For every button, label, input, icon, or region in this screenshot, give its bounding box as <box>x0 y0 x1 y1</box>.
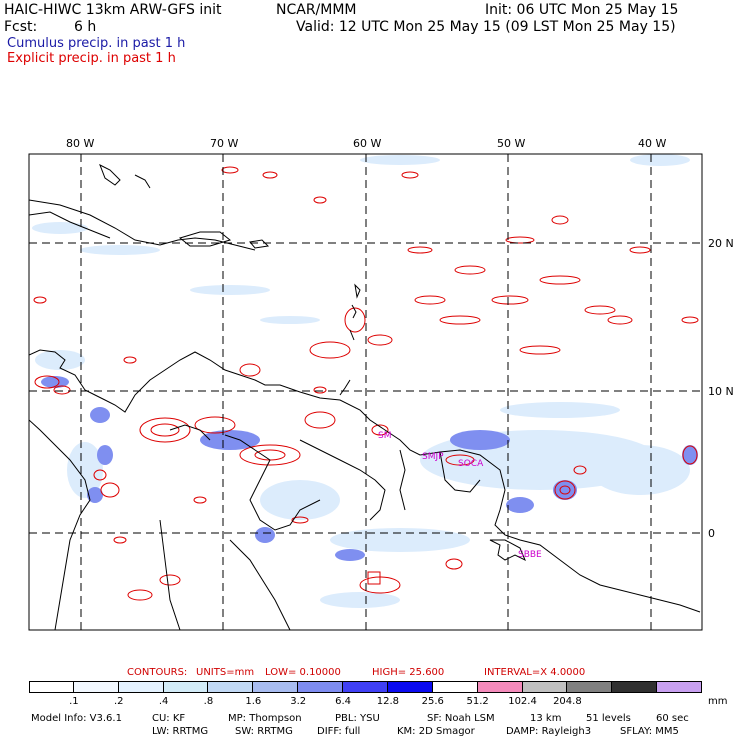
colorbar-swatch <box>522 681 568 693</box>
contour-low: LOW= 0.10000 <box>265 667 341 678</box>
colorbar-tick-label: .4 <box>158 696 169 707</box>
lon-label-40w: 40 W <box>638 137 667 150</box>
model-res: 13 km <box>530 713 562 724</box>
lon-label-50w: 50 W <box>497 137 526 150</box>
model-pbl: PBL: YSU <box>335 713 380 724</box>
colorbar-swatch <box>612 681 658 693</box>
station-labels: SMJP SOCA SBBE SM <box>378 431 542 560</box>
cumulus-precip-legend: Cumulus precip. in past 1 h <box>7 36 186 51</box>
org-label: NCAR/MMM <box>276 2 357 18</box>
station-sbbe: SBBE <box>518 550 542 560</box>
colorbar-swatch <box>477 681 523 693</box>
cumulus-precip-shading <box>32 154 690 608</box>
lon-label-70w: 70 W <box>210 137 239 150</box>
colorbar-swatch <box>387 681 433 693</box>
colorbar-swatch <box>163 681 209 693</box>
model-damp: DAMP: Rayleigh3 <box>506 726 592 737</box>
model-version: Model Info: V3.6.1 <box>31 713 122 724</box>
lat-label-20n: 20 N <box>708 237 734 250</box>
station-soca: SOCA <box>458 459 484 469</box>
colorbar-tick-label: .2 <box>113 696 124 707</box>
model-sf: SF: Noah LSM <box>427 713 495 724</box>
model-mp: MP: Thompson <box>228 713 302 724</box>
contours-label: CONTOURS: <box>127 667 188 678</box>
colorbar-tick-label: 204.8 <box>553 696 582 707</box>
model-lw: LW: RRTMG <box>152 726 209 737</box>
contour-units: UNITS=mm <box>196 667 255 678</box>
forecast-label: Fcst: <box>4 19 38 35</box>
contour-interval: INTERVAL=X 4.0000 <box>484 667 586 678</box>
colorbar-tick-label: 102.4 <box>508 696 537 707</box>
lon-label-60w: 60 W <box>353 137 382 150</box>
forecast-hours: 6 h <box>74 19 97 35</box>
contour-high: HIGH= 25.600 <box>372 667 445 678</box>
colorbar-swatch <box>29 681 74 693</box>
model-sw: SW: RRTMG <box>235 726 293 737</box>
init-time: Init: 06 UTC Mon 25 May 15 <box>485 2 679 18</box>
colorbar-swatch <box>118 681 164 693</box>
model-title: HAIC-HIWC 13km ARW-GFS init <box>4 2 222 18</box>
colorbar-tick-label: 25.6 <box>421 696 444 707</box>
colorbar-tick-label: 6.4 <box>335 696 352 707</box>
lon-label-80w: 80 W <box>66 137 95 150</box>
model-dt: 60 sec <box>656 713 689 724</box>
colorbar-frame <box>29 681 702 693</box>
colorbar-tick-label: 1.6 <box>245 696 262 707</box>
model-km: KM: 2D Smagor <box>397 726 475 737</box>
lat-label-0: 0 <box>708 527 715 540</box>
colorbar-swatch <box>253 681 299 693</box>
colorbar-tick-label: 51.2 <box>466 696 489 707</box>
colorbar-tick-label: 12.8 <box>376 696 400 707</box>
colorbar-tick-label: .1 <box>69 696 79 707</box>
model-cu: CU: KF <box>152 713 186 724</box>
colorbar-unit: mm <box>708 696 728 707</box>
map-frame <box>28 153 703 631</box>
colorbar-swatch <box>343 681 388 693</box>
lat-label-10n: 10 N <box>708 385 734 398</box>
cumulus-precip-heavy <box>41 376 698 561</box>
lat-lon-grid <box>29 154 702 630</box>
colorbar-swatch <box>208 681 254 693</box>
colorbar-swatch <box>432 681 478 693</box>
explicit-precip-legend: Explicit precip. in past 1 h <box>7 51 176 66</box>
station-smjp: SMJP <box>422 452 444 462</box>
valid-time: Valid: 12 UTC Mon 25 May 15 (09 LST Mon … <box>296 19 676 35</box>
colorbar-swatch <box>73 681 119 693</box>
coastlines <box>29 163 701 630</box>
explicit-precip-contours <box>33 166 699 601</box>
colorbar-swatch <box>298 681 344 693</box>
model-sflay: SFLAY: MM5 <box>620 726 679 737</box>
model-levels: 51 levels <box>586 713 631 724</box>
colorbar-tick-label: 3.2 <box>290 696 307 707</box>
model-diff: DIFF: full <box>317 726 361 737</box>
colorbar-swatch <box>567 681 613 693</box>
colorbar-tick-label: .8 <box>203 696 214 707</box>
station-unlabeled: SM <box>378 431 391 441</box>
